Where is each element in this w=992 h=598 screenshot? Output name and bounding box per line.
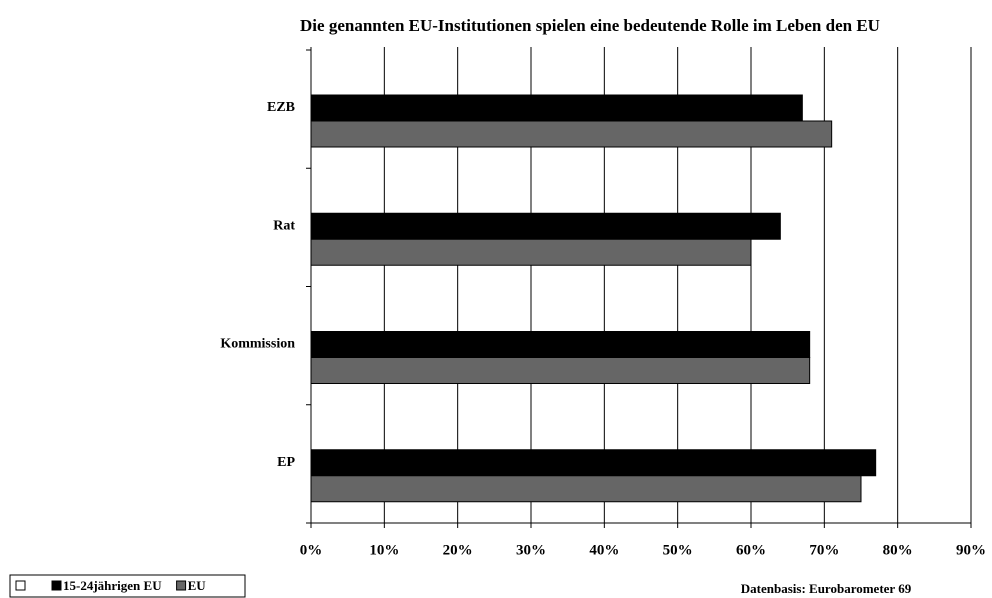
legend-box xyxy=(9,574,246,598)
bar xyxy=(310,331,811,358)
bar xyxy=(310,475,862,503)
x-tick-label: 0% xyxy=(300,542,323,558)
bar xyxy=(310,120,833,148)
y-tick-label: Kommission xyxy=(220,337,295,352)
y-tick-label: Rat xyxy=(273,218,295,233)
x-tick-label: 30% xyxy=(516,542,546,558)
x-tick-label: 60% xyxy=(736,542,766,558)
x-tick-label: 40% xyxy=(589,542,619,558)
legend-swatch xyxy=(176,580,187,591)
legend-label: 15-24jährigen EU xyxy=(63,578,162,593)
bar xyxy=(310,94,803,122)
y-tick-label: EP xyxy=(277,455,295,470)
legend-swatch xyxy=(51,580,62,591)
x-tick-label: 10% xyxy=(369,542,399,558)
x-tick-label: 70% xyxy=(809,542,839,558)
bar xyxy=(310,357,811,384)
bar xyxy=(310,212,781,240)
bar xyxy=(310,238,752,266)
x-tick-label: 50% xyxy=(663,542,693,558)
y-tick-label: EZB xyxy=(267,100,295,115)
x-tick-label: 80% xyxy=(883,542,913,558)
source-note: Datenbasis: Eurobarometer 69 xyxy=(741,581,912,596)
x-tick-label: 20% xyxy=(443,542,473,558)
legend-empty-swatch xyxy=(15,580,26,591)
x-tick-label: 90% xyxy=(956,542,986,558)
bar xyxy=(310,449,877,477)
legend-label: EU xyxy=(188,578,207,593)
chart-title: Die genannten EU-Institutionen spielen e… xyxy=(300,16,880,35)
